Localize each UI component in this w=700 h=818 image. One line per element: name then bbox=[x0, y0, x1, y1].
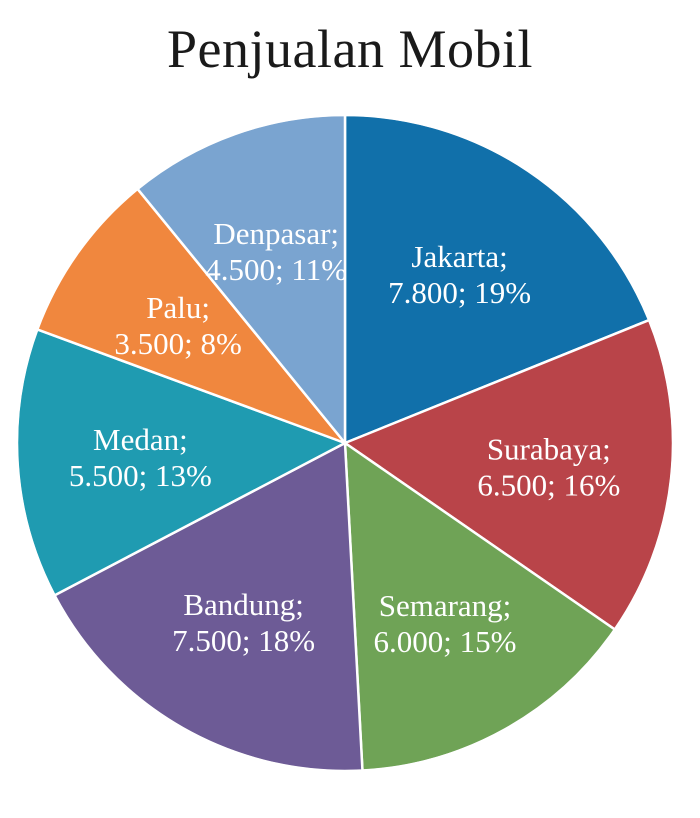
slice-value-bandung: 7.500; 18% bbox=[172, 623, 315, 658]
slice-value-palu: 3.500; 8% bbox=[114, 326, 241, 361]
slice-name-surabaya: Surabaya; bbox=[487, 432, 611, 467]
pie-rim bbox=[16, 114, 674, 772]
slice-name-bandung: Bandung; bbox=[183, 587, 304, 622]
slice-value-surabaya: 6.500; 16% bbox=[477, 468, 620, 503]
slice-value-medan: 5.500; 13% bbox=[69, 458, 212, 493]
slice-label-semarang: Semarang; 6.000; 15% bbox=[374, 588, 517, 659]
slice-value-semarang: 6.000; 15% bbox=[374, 624, 517, 659]
slice-value-jakarta: 7.800; 19% bbox=[388, 275, 531, 310]
slice-label-jakarta: Jakarta; 7.800; 19% bbox=[388, 239, 531, 310]
slice-name-jakarta: Jakarta; bbox=[411, 239, 507, 274]
slice-label-medan: Medan; 5.500; 13% bbox=[69, 422, 212, 493]
slice-name-medan: Medan; bbox=[93, 422, 188, 457]
slice-label-denpasar: Denpasar; 4.500; 11% bbox=[205, 216, 347, 287]
pie-slices bbox=[15, 113, 675, 773]
chart-title: Penjualan Mobil bbox=[167, 19, 533, 79]
pie-labels: Jakarta; 7.800; 19% Surabaya; 6.500; 16% Sem… bbox=[69, 216, 620, 659]
slice-label-bandung: Bandung; 7.500; 18% bbox=[172, 587, 315, 658]
slice-name-semarang: Semarang; bbox=[379, 588, 512, 623]
slice-name-denpasar: Denpasar; bbox=[213, 216, 339, 251]
slice-name-palu: Palu; bbox=[146, 290, 210, 325]
slice-label-surabaya: Surabaya; 6.500; 16% bbox=[477, 432, 620, 503]
slice-label-palu: Palu; 3.500; 8% bbox=[114, 290, 241, 361]
slice-value-denpasar: 4.500; 11% bbox=[205, 252, 347, 287]
